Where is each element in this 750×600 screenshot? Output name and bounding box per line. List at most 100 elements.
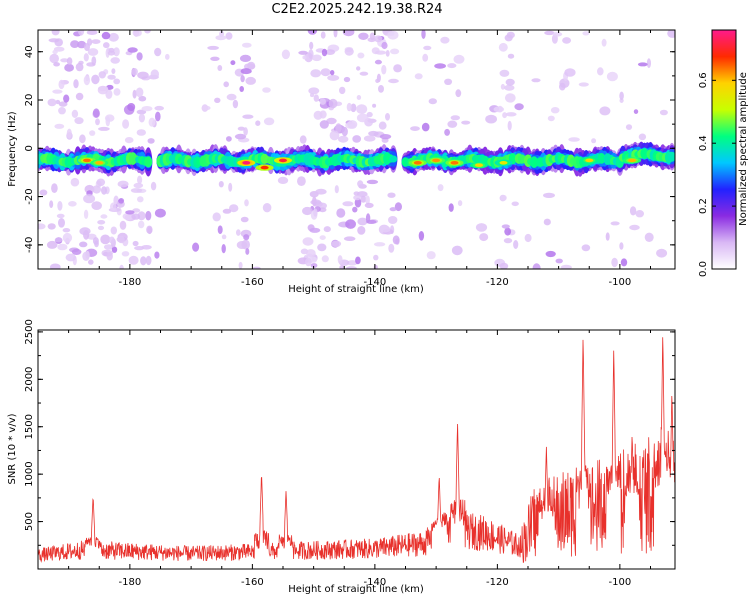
spectrogram-cell (97, 225, 105, 231)
spectrogram-cell (337, 255, 343, 264)
snr-series-line (38, 337, 675, 563)
spectrogram-cell (318, 202, 328, 209)
spectrogram-cell (223, 81, 229, 88)
spectrogram-cell (309, 41, 314, 50)
spectrogram-cell (356, 113, 369, 123)
spectrogram-cell (543, 218, 551, 226)
spectrogram-cell (447, 63, 457, 69)
spectrogram-cell (374, 35, 383, 43)
spectrogram-cell (444, 78, 453, 86)
spectrogram-cell (375, 78, 380, 83)
spectrogram-cell (243, 127, 248, 136)
spectrogram-cell (319, 120, 329, 129)
colorbar-tick-label: 0.6 (698, 72, 709, 88)
spectrogram-cell (311, 54, 322, 62)
spectrogram-cell (144, 30, 151, 34)
spectrogram-cell (499, 262, 509, 269)
spectrogram-cell (46, 240, 58, 249)
spectrogram-cell (511, 201, 519, 207)
spectrogram-cell (117, 180, 129, 188)
spectrogram-cell (226, 93, 237, 101)
spectrogram-cell (97, 85, 108, 95)
spectrogram-cell (132, 240, 139, 247)
spectrogram-cell (47, 223, 56, 230)
spectrogram-band-cell (389, 155, 398, 163)
spectrogram-cell (453, 54, 465, 64)
spectrogram-cell (240, 75, 245, 83)
spectrogram-cell (426, 251, 436, 260)
spectrogram-cell (350, 103, 357, 113)
spectrogram-cell (331, 240, 342, 247)
spectrogram-cell (388, 78, 399, 84)
spectrogram-cell (346, 260, 358, 266)
x-tick-label: -100 (609, 277, 632, 288)
snr-plot-area (38, 330, 675, 569)
spectrogram-cell (597, 67, 604, 76)
spectrogram-cell (75, 92, 84, 101)
spectrogram-cell (505, 78, 515, 86)
spectrogram-cell (421, 122, 430, 132)
spectrogram-cell (71, 248, 82, 255)
spectrogram-cell (277, 176, 289, 184)
spectrogram-cell (305, 249, 316, 258)
spectrogram-cell (38, 223, 46, 230)
spectrogram-cell (390, 48, 400, 55)
spectrogram-cell (111, 246, 118, 253)
spectrogram-cell (77, 40, 87, 49)
spectrogram-cell (113, 88, 121, 96)
spectrogram-cell (317, 243, 327, 252)
spectrogram-cell (560, 264, 572, 269)
spectrogram-cell (387, 31, 395, 37)
spectrogram-cell (132, 30, 142, 37)
spectrogram-cell (310, 69, 322, 78)
x-tick-label: -180 (119, 577, 142, 588)
spectrogram-cell (320, 68, 331, 77)
spectrogram-frame (37, 29, 676, 270)
spectrogram-cell (154, 105, 164, 111)
spectrogram-xlabel: Height of straight line (km) (288, 284, 424, 295)
spectrogram-cell (226, 136, 232, 142)
spectrogram-cell (379, 134, 392, 140)
spectrogram-cell (385, 113, 390, 121)
spectrogram-cell (56, 213, 65, 219)
spectrogram-cell (357, 180, 364, 188)
spectrogram-cell (79, 227, 91, 236)
spectrogram-cell (422, 53, 429, 62)
spectrogram-cell (310, 93, 315, 98)
y-tick-label: -20 (24, 188, 35, 204)
spectrogram-peak (260, 165, 269, 170)
y-tick-label: 1000 (24, 461, 35, 486)
colorbar-tick-label: 0.4 (698, 135, 709, 151)
spectrogram-cell (428, 98, 437, 105)
spectrogram-cell (309, 227, 321, 233)
spectrogram-cell (601, 38, 607, 47)
spectrogram-cell (131, 68, 138, 76)
spectrogram-cell (97, 220, 106, 225)
spectrogram-cell (312, 196, 317, 207)
spectrogram-cell (47, 98, 57, 107)
spectrogram-peak (450, 161, 459, 165)
spectrogram-cell (51, 183, 58, 194)
spectrogram-cell (137, 71, 149, 80)
spectrogram-cell (49, 200, 54, 208)
spectrogram-cell (499, 69, 510, 77)
spectrogram-cell (434, 63, 446, 69)
spectrogram-cell (57, 243, 68, 251)
spectrogram-cell (360, 195, 367, 203)
spectrogram-cell (344, 47, 354, 56)
spectrogram-cell (262, 87, 271, 93)
spectrogram-cell (379, 225, 391, 233)
spectrogram-cell (165, 53, 170, 60)
colorbar-label: Normalized spectral amplitude (738, 72, 749, 226)
spectrogram-peak (475, 163, 483, 167)
spectrogram-cell (562, 37, 572, 44)
spectrogram-cell (366, 179, 379, 185)
spectrogram-cell (357, 52, 365, 59)
spectrogram-cell (55, 99, 61, 105)
spectrogram-cell (451, 245, 463, 256)
colorbar-tick-label: 0.0 (698, 261, 709, 277)
spectrogram-cell (54, 237, 63, 243)
spectrogram-cell (98, 71, 107, 79)
spectrogram-cell (635, 210, 644, 218)
spectrogram-cell (91, 74, 100, 85)
